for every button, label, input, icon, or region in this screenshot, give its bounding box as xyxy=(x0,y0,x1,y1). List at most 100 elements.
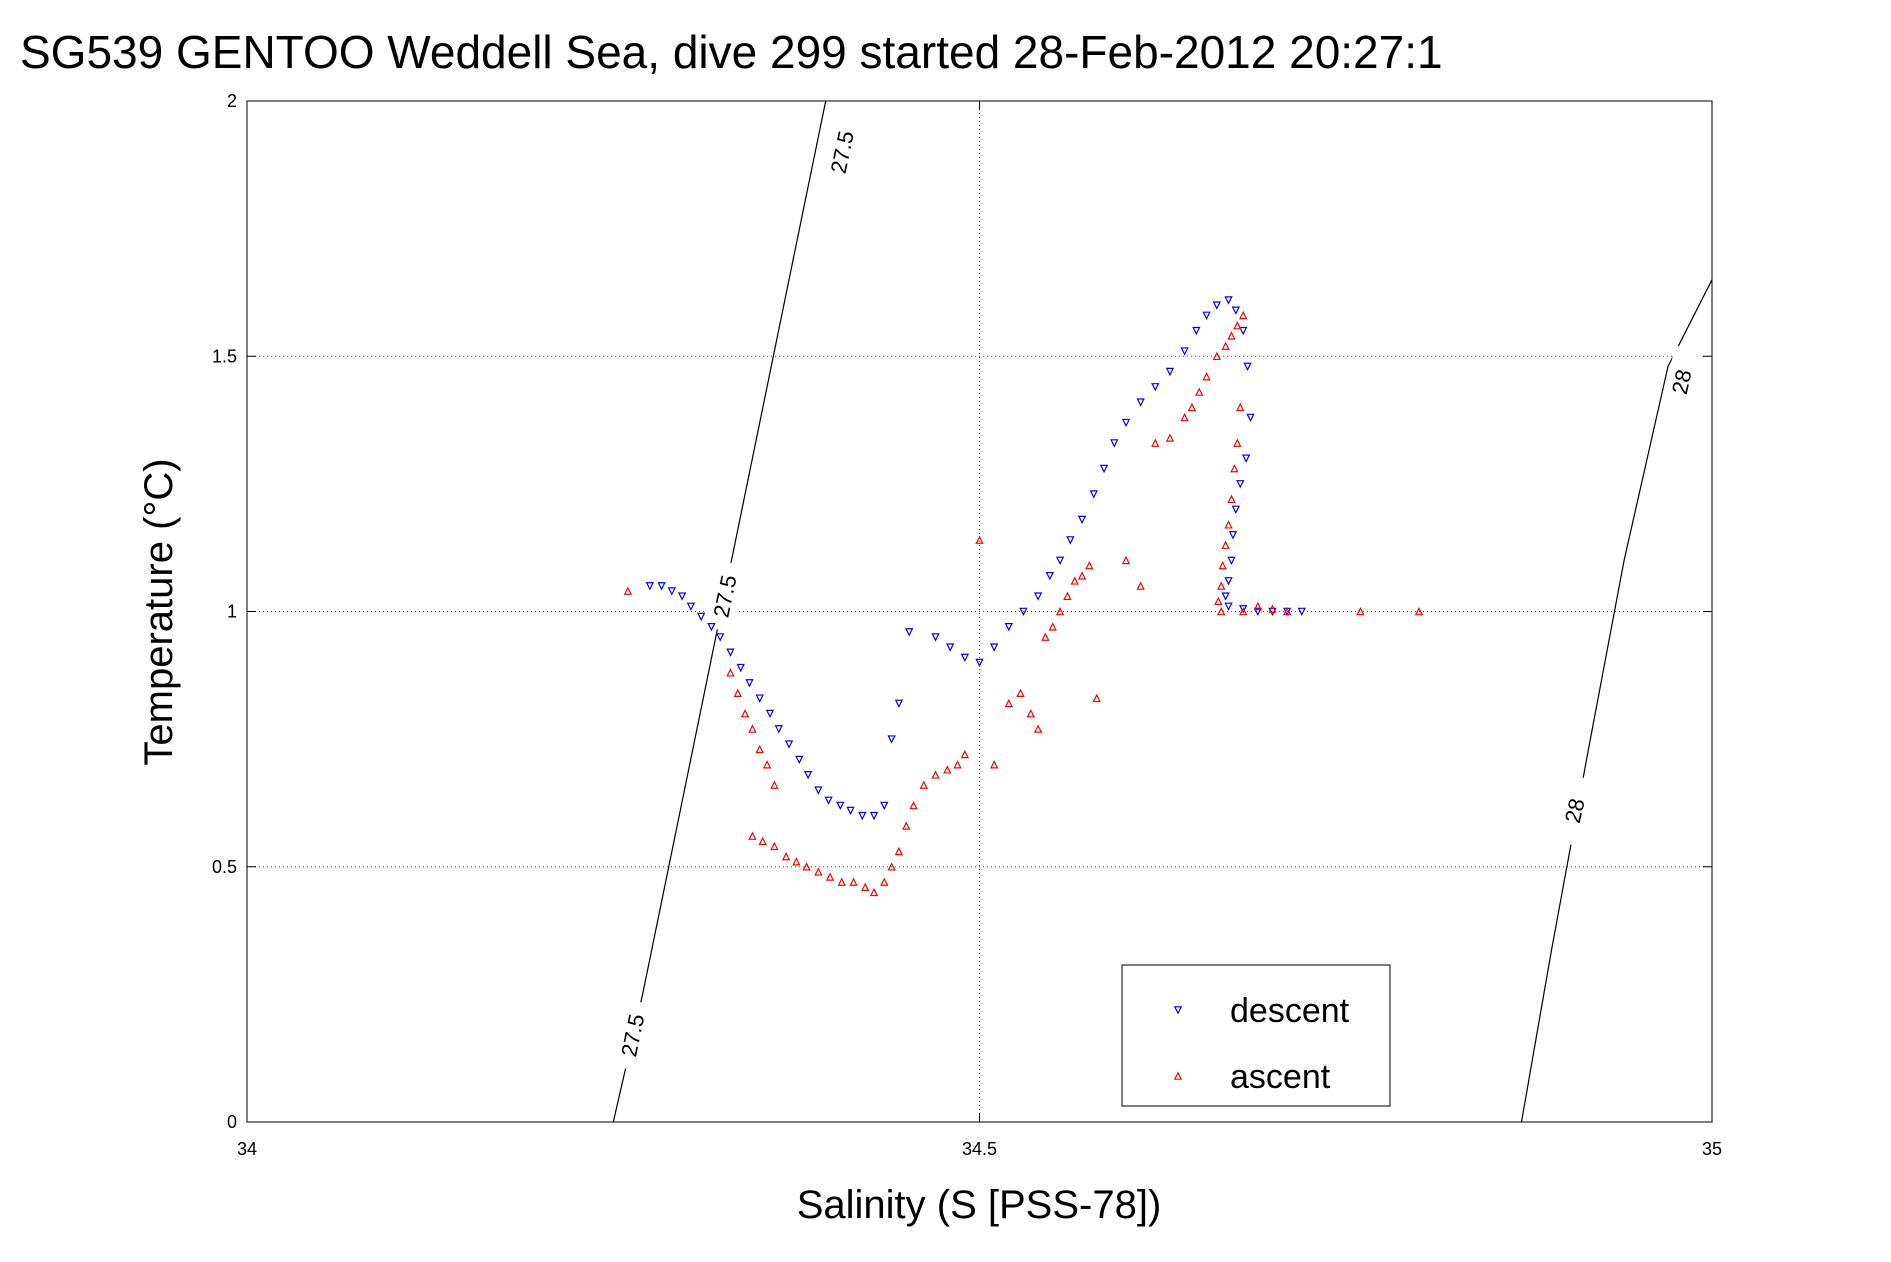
ascent-point xyxy=(1016,688,1025,697)
descent-point xyxy=(1228,531,1238,540)
contour-label-background xyxy=(1553,774,1596,847)
ascent-point xyxy=(975,535,984,544)
y-tick-label: 1 xyxy=(227,602,237,622)
descent-point xyxy=(707,623,716,632)
descent-point xyxy=(1239,605,1248,614)
x-axis-label: Salinity (S [PSS-78]) xyxy=(797,1183,1162,1227)
descent-point xyxy=(716,633,725,642)
ascent-point xyxy=(1218,561,1227,570)
ascent-point xyxy=(1217,606,1226,616)
descent-point xyxy=(1224,577,1233,586)
ascent-point xyxy=(825,872,835,881)
ascent-point xyxy=(770,780,779,789)
contour-label-background xyxy=(611,999,653,1072)
ascent-point xyxy=(1221,341,1230,350)
y-tick-label: 1.5 xyxy=(212,346,237,366)
descent-point xyxy=(869,811,879,821)
ascent-point xyxy=(1187,402,1197,412)
ascent-point xyxy=(1227,331,1236,340)
descent-point xyxy=(726,648,735,657)
ascent-point xyxy=(894,846,904,856)
descent-point xyxy=(1004,623,1013,632)
ascent-point xyxy=(1165,433,1175,442)
contour-label: 28 xyxy=(1560,796,1590,825)
ascent-point xyxy=(1239,310,1248,320)
descent-point xyxy=(1239,326,1248,336)
descent-point xyxy=(1033,592,1043,601)
descent-point xyxy=(1231,306,1241,315)
descent-point xyxy=(975,658,984,668)
ascent-point xyxy=(1092,693,1101,703)
ascent-point xyxy=(1033,724,1043,733)
descent-point xyxy=(960,653,970,662)
descent-point xyxy=(1241,454,1251,463)
contour-label-background xyxy=(703,560,746,633)
descent-point xyxy=(1089,490,1098,499)
ascent-point xyxy=(748,831,757,840)
descent-point xyxy=(1236,480,1245,489)
ascent-point xyxy=(758,836,767,846)
ascent-point xyxy=(849,877,858,886)
descent-point xyxy=(1227,556,1236,565)
ascent-point xyxy=(1253,601,1263,611)
legend-descent-label: descent xyxy=(1230,992,1350,1030)
ascent-point xyxy=(1214,596,1223,606)
legend-ascent-marker xyxy=(1173,1071,1183,1080)
ascent-point xyxy=(1212,351,1222,361)
descent-point xyxy=(667,587,677,596)
descent-point xyxy=(1045,571,1054,581)
ascent-point xyxy=(1070,576,1079,585)
legend-descent-marker xyxy=(1173,1006,1183,1015)
descent-point xyxy=(814,786,823,795)
descent-point xyxy=(894,699,904,708)
ascent-point xyxy=(989,760,999,769)
ascent-point xyxy=(1217,581,1226,590)
ascent-point xyxy=(1180,412,1189,422)
descent-point xyxy=(880,801,889,811)
descent-point xyxy=(736,663,745,673)
descent-point xyxy=(1121,418,1131,428)
ascent-point xyxy=(781,851,791,861)
ascent-point xyxy=(755,744,764,754)
ascent-point xyxy=(1356,606,1365,616)
ascent-point xyxy=(861,882,870,891)
legend-descent-marker-shape xyxy=(1173,1006,1183,1015)
descent-point xyxy=(1253,607,1263,617)
contour-label-background xyxy=(1660,345,1703,419)
ascent-point xyxy=(1224,520,1233,529)
ascent-point xyxy=(943,765,952,774)
descent-point xyxy=(696,612,706,622)
ascent-point xyxy=(733,688,742,697)
ascent-point xyxy=(1004,698,1013,708)
ascent-point xyxy=(1227,494,1236,503)
descent-point xyxy=(1099,464,1109,474)
descent-point xyxy=(1180,347,1189,356)
descent-point xyxy=(765,709,775,719)
x-tick-label: 34 xyxy=(237,1139,257,1159)
descent-point xyxy=(1224,602,1233,611)
descent-point xyxy=(1268,607,1277,617)
descent-point xyxy=(858,811,867,821)
descent-point xyxy=(887,735,896,744)
descent-point xyxy=(1246,413,1255,423)
ascent-point xyxy=(1202,372,1211,381)
ascent-point xyxy=(748,724,757,733)
legend-ascent-marker-shape xyxy=(1173,1071,1183,1080)
descent-point xyxy=(803,771,813,780)
descent-point xyxy=(1077,515,1087,525)
descent-point xyxy=(989,643,999,652)
y-tick-label: 2 xyxy=(227,91,237,111)
descent-point xyxy=(1224,296,1233,305)
ascent-point xyxy=(960,749,970,759)
descent-point xyxy=(824,796,833,805)
series-descent xyxy=(645,296,1306,821)
contour-label: 28 xyxy=(1667,367,1697,396)
x-tick-label: 34.5 xyxy=(962,1139,997,1159)
chart-title: SG539 GENTOO Weddell Sea, dive 299 start… xyxy=(20,26,1443,78)
descent-point xyxy=(657,582,666,591)
ascent-point xyxy=(1195,387,1204,396)
descent-point xyxy=(795,755,804,765)
ascent-point xyxy=(1085,561,1094,570)
